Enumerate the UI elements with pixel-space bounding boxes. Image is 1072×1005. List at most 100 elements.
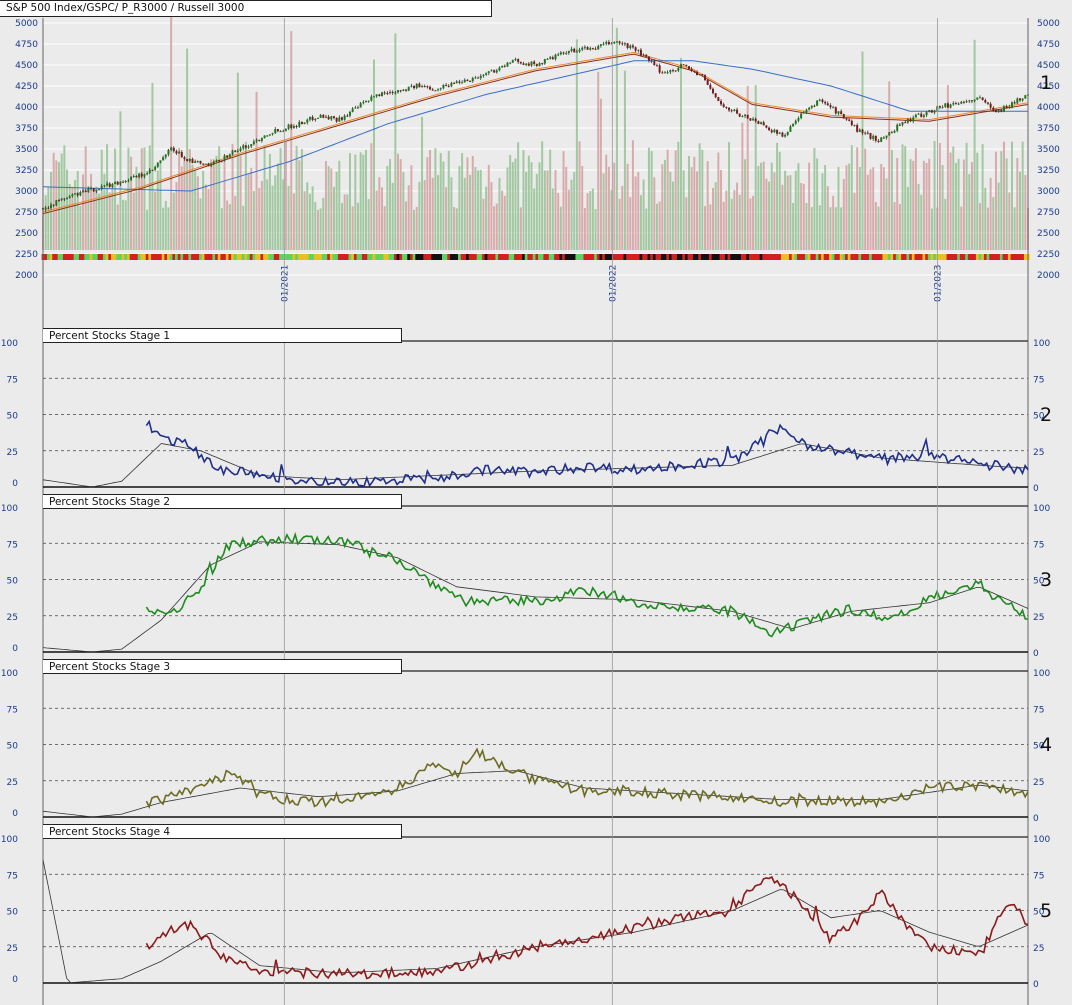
volume-bar (525, 171, 528, 250)
signal-cell (660, 254, 664, 260)
candle-body (164, 154, 167, 158)
candle-body (904, 122, 907, 124)
candle-body (514, 59, 517, 61)
volume-bar (151, 82, 154, 250)
signal-cell (671, 254, 675, 260)
candle-body (381, 92, 384, 97)
candle-body (146, 173, 149, 175)
candle-body (343, 115, 346, 120)
volume-bar (146, 209, 149, 250)
candle-body (397, 90, 400, 93)
signal-cell (105, 254, 109, 260)
signal-cell (829, 254, 833, 260)
signal-cell (906, 254, 910, 260)
volume-bar (397, 153, 400, 250)
volume-bar (778, 151, 781, 250)
volume-bar (362, 154, 365, 250)
volume-bar (853, 192, 856, 250)
candle-body (298, 121, 301, 127)
candle-body (864, 132, 867, 134)
volume-bar (733, 190, 736, 250)
volume-bar (842, 179, 845, 250)
candle-body (402, 89, 405, 91)
volume-bar (351, 206, 354, 250)
volume-bar (877, 206, 880, 250)
signal-cell (580, 254, 584, 260)
signal-cell (498, 254, 502, 260)
signal-cell (612, 254, 616, 260)
signal-cell (818, 254, 822, 260)
volume-bar (63, 145, 66, 250)
candle-body (888, 132, 891, 136)
signal-cell (151, 254, 155, 260)
volume-bar (533, 188, 536, 250)
stage2-y-tick-left: 100 (1, 504, 18, 514)
volume-bar (898, 204, 901, 250)
signal-cell (594, 254, 598, 260)
signal-cell (172, 254, 176, 260)
candle-body (445, 84, 448, 86)
candle-body (832, 107, 835, 109)
volume-bar (845, 165, 848, 250)
candle-body (92, 188, 95, 192)
volume-bar (730, 198, 733, 250)
volume-bar (263, 145, 266, 250)
candle-body (274, 129, 277, 134)
volume-bar (928, 158, 931, 250)
candle-body (856, 125, 859, 132)
candle-body (912, 117, 915, 122)
signal-cell (791, 254, 795, 260)
signal-cell (738, 254, 742, 260)
candle-body (250, 144, 253, 147)
volume-bar (228, 204, 231, 250)
volume-bar (178, 147, 181, 250)
candle-body (453, 82, 456, 84)
candle-body (290, 124, 293, 128)
signal-cell (895, 254, 899, 260)
volume-bar (130, 156, 133, 250)
signal-cell (893, 254, 897, 260)
signal-cell (551, 254, 555, 260)
candle-body (613, 41, 616, 44)
candle-body (768, 127, 771, 131)
candle-body (50, 204, 53, 208)
candle-body (789, 126, 792, 132)
candle-body (373, 96, 376, 98)
candle-body (76, 193, 79, 196)
volume-bar (244, 141, 247, 250)
signal-cell (343, 254, 347, 260)
signal-cell (981, 254, 985, 260)
price-y-tick-left: 4750 (15, 40, 38, 50)
volume-bar (986, 207, 989, 250)
signal-cell (716, 254, 720, 260)
volume-bar (602, 173, 605, 250)
signal-cell (626, 254, 630, 260)
signal-cell (722, 254, 726, 260)
signal-cell (631, 254, 635, 260)
price-y-tick-left: 2500 (15, 229, 38, 239)
stage4-y-tick-left: 25 (7, 944, 18, 954)
candle-body (215, 160, 218, 162)
volume-bar (340, 202, 343, 250)
signal-cell (236, 254, 240, 260)
candle-body (647, 56, 650, 61)
price-y-tick-right: 2500 (1037, 229, 1060, 239)
signal-cell (305, 254, 309, 260)
candle-body (194, 161, 197, 163)
signal-cell (898, 254, 902, 260)
signal-cell (564, 254, 568, 260)
candle-body (389, 91, 392, 94)
volume-bar (135, 166, 138, 250)
candle-body (853, 125, 856, 127)
signal-cell (490, 254, 494, 260)
volume-bar (607, 166, 610, 250)
signal-cell (679, 254, 683, 260)
stage2-panel-title: Percent Stocks Stage 2 (43, 494, 402, 509)
signal-cell (994, 254, 998, 260)
signal-cell (201, 254, 205, 260)
candle-body (431, 89, 434, 91)
candle-body (578, 49, 581, 52)
signal-cell (700, 254, 704, 260)
signal-cell (775, 254, 779, 260)
signal-cell (369, 254, 373, 260)
